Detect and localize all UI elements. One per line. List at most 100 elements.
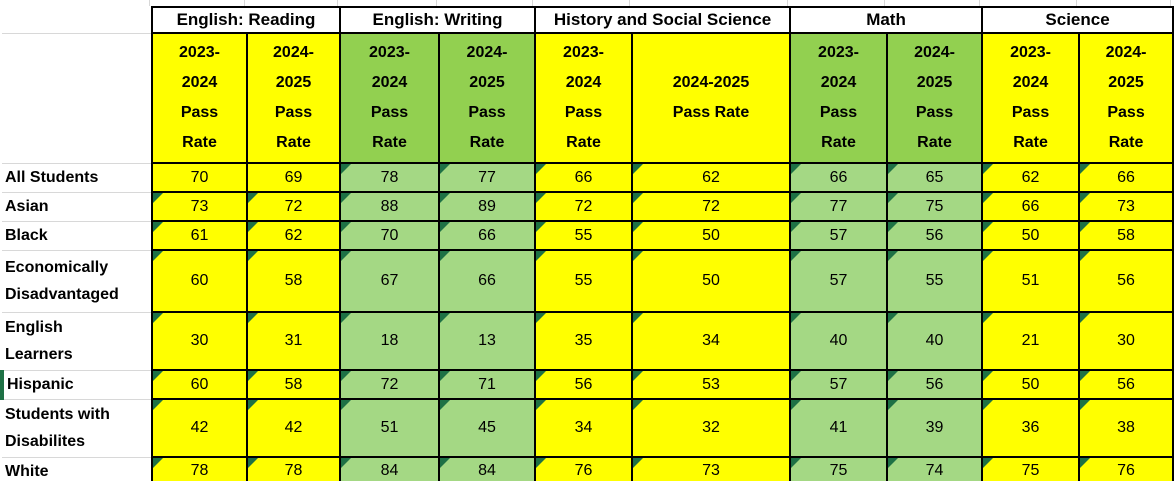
table-cell[interactable]: 56 — [1078, 369, 1174, 400]
row-label[interactable]: Asian — [2, 192, 152, 222]
table-cell[interactable]: 58 — [246, 249, 341, 313]
group-header-english-writing[interactable]: English: Writing — [338, 6, 537, 34]
table-cell[interactable]: 76 — [534, 456, 634, 481]
table-cell[interactable]: 57 — [789, 369, 889, 400]
table-cell[interactable]: 58 — [246, 369, 341, 400]
table-cell[interactable]: 62 — [246, 220, 341, 251]
table-cell[interactable]: 78 — [339, 162, 440, 193]
table-cell[interactable]: 56 — [886, 220, 984, 251]
table-cell[interactable]: 50 — [631, 220, 792, 251]
table-cell[interactable]: 67 — [339, 249, 440, 313]
table-cell[interactable]: 72 — [339, 369, 440, 400]
table-cell[interactable]: 60 — [151, 249, 248, 313]
table-cell[interactable]: 72 — [534, 191, 634, 222]
table-cell[interactable]: 40 — [886, 311, 984, 371]
column-header[interactable]: 2023- 2024 Pass Rate — [981, 32, 1081, 164]
table-cell[interactable]: 62 — [981, 162, 1081, 193]
column-header[interactable]: 2023- 2024 Pass Rate — [151, 32, 248, 164]
table-cell[interactable]: 21 — [981, 311, 1081, 371]
table-cell[interactable]: 74 — [886, 456, 984, 481]
table-cell[interactable]: 50 — [981, 220, 1081, 251]
table-cell[interactable]: 70 — [339, 220, 440, 251]
table-cell[interactable]: 69 — [246, 162, 341, 193]
column-header[interactable]: 2024- 2025 Pass Rate — [246, 32, 341, 164]
table-cell[interactable]: 51 — [339, 398, 440, 458]
table-cell[interactable]: 78 — [151, 456, 248, 481]
table-cell[interactable]: 66 — [437, 249, 537, 313]
table-cell[interactable]: 55 — [534, 220, 634, 251]
table-cell[interactable]: 55 — [886, 249, 984, 313]
table-cell[interactable]: 66 — [1078, 162, 1174, 193]
row-label[interactable]: Black — [2, 221, 152, 251]
table-cell[interactable]: 72 — [246, 191, 341, 222]
table-cell[interactable]: 72 — [631, 191, 792, 222]
table-cell[interactable]: 84 — [339, 456, 440, 481]
table-cell[interactable]: 66 — [437, 220, 537, 251]
table-cell[interactable]: 70 — [151, 162, 248, 193]
table-cell[interactable]: 55 — [534, 249, 634, 313]
row-label[interactable]: Economically Disadvantaged — [2, 250, 152, 313]
row-label[interactable]: White — [2, 457, 152, 481]
table-cell[interactable]: 57 — [789, 220, 889, 251]
table-cell[interactable]: 84 — [437, 456, 537, 481]
table-cell[interactable]: 76 — [1078, 456, 1174, 481]
row-label[interactable]: English Learners — [2, 312, 152, 371]
table-cell[interactable]: 56 — [886, 369, 984, 400]
column-header[interactable]: 2024- 2025 Pass Rate — [1078, 32, 1174, 164]
table-cell[interactable]: 39 — [886, 398, 984, 458]
table-cell[interactable]: 34 — [631, 311, 792, 371]
table-cell[interactable]: 71 — [437, 369, 537, 400]
table-cell[interactable]: 30 — [1078, 311, 1174, 371]
column-header[interactable]: 2023- 2024 Pass Rate — [339, 32, 440, 164]
table-cell[interactable]: 40 — [789, 311, 889, 371]
table-cell[interactable]: 75 — [886, 191, 984, 222]
table-cell[interactable]: 62 — [631, 162, 792, 193]
group-header-english-reading[interactable]: English: Reading — [151, 6, 341, 34]
table-cell[interactable]: 31 — [246, 311, 341, 371]
column-header[interactable]: 2024- 2025 Pass Rate — [886, 32, 984, 164]
table-cell[interactable]: 75 — [789, 456, 889, 481]
table-cell[interactable]: 50 — [631, 249, 792, 313]
table-cell[interactable]: 60 — [151, 369, 248, 400]
column-header[interactable]: 2024- 2025 Pass Rate — [437, 32, 537, 164]
table-cell[interactable]: 45 — [437, 398, 537, 458]
table-cell[interactable]: 36 — [981, 398, 1081, 458]
table-cell[interactable]: 41 — [789, 398, 889, 458]
table-cell[interactable]: 66 — [534, 162, 634, 193]
table-cell[interactable]: 77 — [789, 191, 889, 222]
table-cell[interactable]: 58 — [1078, 220, 1174, 251]
table-cell[interactable]: 56 — [534, 369, 634, 400]
table-cell[interactable]: 42 — [246, 398, 341, 458]
table-cell[interactable]: 13 — [437, 311, 537, 371]
column-header[interactable]: 2023- 2024 Pass Rate — [534, 32, 634, 164]
table-cell[interactable]: 53 — [631, 369, 792, 400]
table-cell[interactable]: 32 — [631, 398, 792, 458]
column-header[interactable]: 2023- 2024 Pass Rate — [789, 32, 889, 164]
table-cell[interactable]: 42 — [151, 398, 248, 458]
table-cell[interactable]: 35 — [534, 311, 634, 371]
group-header-history-social-science[interactable]: History and Social Science — [534, 6, 792, 34]
table-cell[interactable]: 50 — [981, 369, 1081, 400]
table-cell[interactable]: 61 — [151, 220, 248, 251]
table-cell[interactable]: 75 — [981, 456, 1081, 481]
table-cell[interactable]: 56 — [1078, 249, 1174, 313]
row-label[interactable]: All Students — [2, 163, 152, 193]
table-cell[interactable]: 73 — [151, 191, 248, 222]
table-cell[interactable]: 89 — [437, 191, 537, 222]
group-header-science[interactable]: Science — [981, 6, 1174, 34]
row-label[interactable]: Students with Disabilites — [2, 399, 152, 458]
table-cell[interactable]: 34 — [534, 398, 634, 458]
table-cell[interactable]: 38 — [1078, 398, 1174, 458]
table-cell[interactable]: 51 — [981, 249, 1081, 313]
row-label[interactable]: Hispanic — [0, 370, 152, 400]
table-cell[interactable]: 66 — [789, 162, 889, 193]
table-cell[interactable]: 30 — [151, 311, 248, 371]
table-cell[interactable]: 73 — [631, 456, 792, 481]
table-cell[interactable]: 57 — [789, 249, 889, 313]
table-cell[interactable]: 65 — [886, 162, 984, 193]
group-header-math[interactable]: Math — [789, 6, 984, 34]
column-header[interactable]: 2024-2025 Pass Rate — [631, 32, 792, 164]
table-cell[interactable]: 88 — [339, 191, 440, 222]
table-cell[interactable]: 73 — [1078, 191, 1174, 222]
table-cell[interactable]: 18 — [339, 311, 440, 371]
